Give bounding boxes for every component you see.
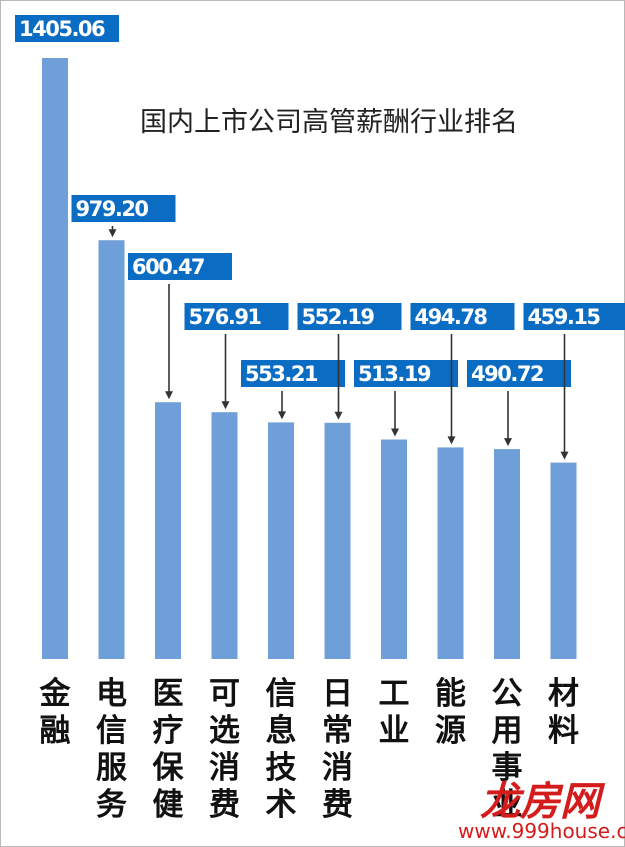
value-label-box-0	[15, 15, 119, 42]
category-char: 健	[153, 787, 184, 823]
category-char: 医	[153, 676, 184, 712]
bar-1	[98, 240, 125, 659]
arrow-head-4	[278, 411, 286, 420]
category-label-9: 材料	[548, 676, 579, 749]
bar-3	[211, 412, 238, 659]
category-char: 材	[548, 676, 579, 712]
arrow-head-6	[391, 428, 399, 437]
category-char: 常	[322, 713, 353, 749]
category-char: 务	[96, 787, 127, 823]
value-label-3: 576.91	[189, 305, 262, 329]
category-char: 事	[492, 750, 523, 786]
bars-layer	[42, 58, 577, 659]
value-label-box-4	[241, 360, 345, 387]
watermark-logo: 龙房网	[480, 779, 606, 825]
value-label-8: 490.72	[471, 362, 543, 386]
category-char: 信	[266, 676, 297, 712]
value-label-2: 600.47	[132, 255, 204, 279]
category-char: 工	[379, 676, 410, 712]
category-char: 可	[209, 676, 240, 712]
bar-2	[155, 402, 181, 659]
category-char: 服	[96, 750, 127, 786]
value-label-box-1	[71, 195, 176, 222]
bar-6	[381, 439, 407, 659]
value-label-box-8	[467, 360, 571, 387]
chart-title: 国内上市公司高管薪酬行业排名	[140, 107, 518, 138]
category-char: 术	[266, 787, 297, 823]
value-label-6: 513.19	[358, 362, 431, 386]
category-label-7: 能源	[435, 676, 466, 749]
category-char: 公	[492, 676, 523, 712]
value-label-box-7	[410, 303, 515, 330]
value-label-4: 553.21	[245, 362, 318, 386]
category-char: 能	[435, 676, 466, 712]
arrow-head-3	[221, 401, 230, 410]
category-char: 费	[209, 787, 240, 823]
value-label-box-3	[184, 303, 289, 330]
arrow-head-9	[560, 451, 569, 460]
arrow-head-2	[165, 391, 173, 400]
category-char: 选	[209, 713, 240, 749]
category-char: 源	[435, 713, 466, 749]
value-label-7: 494.78	[415, 305, 488, 329]
category-char: 技	[266, 750, 297, 786]
bar-0	[42, 58, 68, 659]
category-char: 保	[153, 750, 185, 786]
value-label-box-9	[523, 303, 625, 330]
value-label-1: 979.20	[76, 197, 149, 221]
category-char: 业	[379, 713, 410, 749]
category-char: 电	[96, 676, 127, 712]
category-char: 息	[266, 713, 297, 749]
category-char: 日	[322, 676, 353, 712]
bar-9	[550, 462, 577, 659]
value-label-0: 1405.06	[19, 17, 105, 41]
arrow-head-7	[447, 436, 456, 445]
category-char: 料	[548, 713, 579, 749]
arrow-head-8	[504, 438, 512, 447]
category-label-6: 工业	[379, 676, 410, 749]
bar-4	[268, 422, 294, 659]
category-char: 金	[39, 676, 72, 712]
arrow-head-5	[334, 411, 343, 420]
arrow-head-1	[108, 229, 117, 238]
bar-7	[437, 447, 464, 659]
watermark: 龙房网 www.999house.com	[458, 779, 625, 843]
bar-5	[324, 422, 351, 659]
category-char: 消	[209, 750, 240, 786]
category-char: 用	[492, 713, 523, 749]
value-labels-layer: 1405.06 979.20 600.47 576.91 553.21 552.19 513…	[15, 15, 625, 460]
value-label-5: 552.19	[302, 305, 375, 329]
category-char: 疗	[153, 713, 184, 749]
watermark-url: www.999house.com	[458, 819, 625, 843]
category-char: 费	[322, 787, 353, 823]
category-char: 业	[492, 787, 523, 823]
value-label-box-2	[128, 253, 232, 280]
value-label-box-5	[297, 303, 402, 330]
category-char: 融	[40, 713, 71, 749]
category-label-0: 金融	[39, 676, 72, 749]
value-label-box-6	[354, 360, 458, 387]
value-label-9: 459.15	[528, 305, 601, 329]
bar-8	[494, 449, 520, 659]
category-char: 消	[322, 750, 353, 786]
category-char: 信	[96, 713, 127, 749]
